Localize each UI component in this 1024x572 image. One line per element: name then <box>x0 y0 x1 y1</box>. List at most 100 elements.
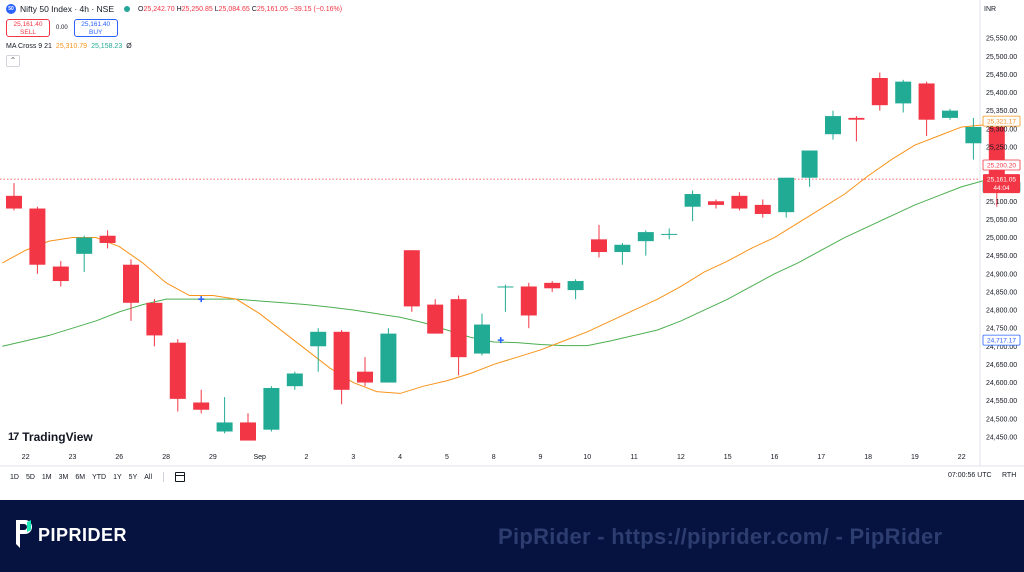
candle-body <box>591 239 607 253</box>
y-tick-label: 25,050.00 <box>986 217 1017 224</box>
range-5y[interactable]: 5Y <box>128 473 138 481</box>
candle-body <box>965 126 982 144</box>
currency-label[interactable]: INR <box>984 6 997 13</box>
x-tick-label: 22 <box>958 454 966 461</box>
candle-body <box>263 387 280 430</box>
range-toolbar: 1D 5D 1M 3M 6M YTD 1Y 5Y All <box>10 472 186 482</box>
candle-body <box>567 281 584 291</box>
y-tick-label: 24,600.00 <box>986 380 1017 387</box>
trade-buttons: 25,161.40 SELL 0.00 25,161.40 BUY <box>6 19 118 37</box>
candle-body <box>942 110 958 118</box>
x-tick-label: 3 <box>351 454 355 461</box>
candle-body <box>497 286 514 288</box>
pending-price-label: 25,200.20 <box>987 163 1016 170</box>
candles <box>6 72 1005 441</box>
candle-body <box>123 264 139 303</box>
ma-fast-price-label: 25,321.17 <box>987 119 1016 126</box>
piprider-logo-icon <box>16 520 32 548</box>
moving-averages <box>0 124 1009 394</box>
candle-body <box>754 204 771 214</box>
change-value: −39.15 (−0.16%) <box>289 5 343 13</box>
x-tick-label: 22 <box>22 454 30 461</box>
sell-button[interactable]: 25,161.40 SELL <box>6 19 50 37</box>
y-tick-label: 25,350.00 <box>986 108 1017 115</box>
clock-readout[interactable]: 07:00:56 UTC <box>948 472 992 479</box>
last-price-label-box <box>983 174 1020 194</box>
crosshair-price-label-box <box>982 334 1021 346</box>
x-tick-label: 9 <box>539 454 543 461</box>
crosshair-price-label: 24,717.17 <box>987 338 1016 345</box>
market-status-icon <box>124 6 131 12</box>
ma-cross-marker <box>497 337 504 344</box>
banner-watermark: PipRider - https://piprider.com/ - PipRi… <box>498 524 943 549</box>
candle-body <box>333 331 350 390</box>
x-tick-label: 11 <box>630 454 637 461</box>
candle-body <box>848 117 865 120</box>
x-tick-label: 2 <box>305 454 309 461</box>
range-5d[interactable]: 5D <box>25 473 35 481</box>
candle-body <box>403 250 420 307</box>
candle-body <box>169 342 186 399</box>
candle-body <box>520 286 537 316</box>
candle-body <box>731 195 748 209</box>
candle-body <box>146 302 163 336</box>
indicator-extra: Ø <box>126 43 132 50</box>
candle-body <box>661 233 678 235</box>
bar-countdown-label: 44:04 <box>993 185 1010 192</box>
ma-fast-price-label-box <box>982 115 1021 127</box>
candle-body <box>240 422 256 441</box>
y-tick-labels: 24,450.00 24,500.00 24,550.00 24,600.00 24,6… <box>986 36 1017 442</box>
candle-body <box>427 304 444 334</box>
range-all[interactable]: All <box>144 473 153 481</box>
pending-price-label-box <box>982 159 1021 171</box>
session-toggle[interactable]: RTH <box>1002 472 1017 479</box>
y-tick-label: 25,400.00 <box>986 90 1017 97</box>
x-tick-label: 16 <box>771 454 779 461</box>
price-labels: 25,321.1725,200.2024,717.1725,140.6225,1… <box>982 115 1021 346</box>
indicator-legend[interactable]: MA Cross 9 21 25,310.79 25,158.23 Ø <box>6 43 132 50</box>
y-tick-label: 24,900.00 <box>986 271 1017 278</box>
y-tick-label: 24,450.00 <box>986 434 1017 441</box>
x-tick-label: 19 <box>911 454 919 461</box>
candle-body <box>825 116 841 135</box>
candle-body <box>6 195 22 209</box>
ma-cross-marker <box>198 296 205 303</box>
chart-area[interactable]: 24,450.00 24,500.00 24,550.00 24,600.00 24,6… <box>0 0 1024 500</box>
buy-button[interactable]: 25,161.40 BUY <box>73 19 118 37</box>
y-tick-label: 24,500.00 <box>986 416 1017 423</box>
x-tick-label: 8 <box>492 454 496 461</box>
x-tick-label: 23 <box>69 454 77 461</box>
symbol-title[interactable]: Nifty 50 Index · 4h · NSE <box>20 4 115 14</box>
x-tick-label: 28 <box>162 454 170 461</box>
last-price-label: 25,161.05 <box>987 177 1016 184</box>
candle-body <box>871 78 888 106</box>
ma-fast-value: 25,310.79 <box>55 43 88 50</box>
y-tick-label: 25,300.00 <box>986 126 1017 133</box>
calendar-icon[interactable] <box>175 472 186 482</box>
x-tick-labels: 22 23 26 28 29 Sep 2 3 4 5 8 9 10 11 12 15 16 17 18 19 22 <box>22 454 966 461</box>
candle-body <box>52 266 69 282</box>
candle-body <box>216 422 233 432</box>
ohlc-readout: O25,242.70 H25,250.85 L25,084.65 C25,161… <box>138 5 343 13</box>
ma-slow-value: 25,158.23 <box>91 43 123 50</box>
indicator-name: MA Cross 9 21 <box>6 43 52 50</box>
candlestick-chart[interactable]: 24,450.00 24,500.00 24,550.00 24,600.00 24,6… <box>0 0 1024 500</box>
candle-body <box>474 324 490 354</box>
collapse-legend-button[interactable]: ⌃ <box>6 55 20 67</box>
symbol-logo: 50 <box>6 4 16 14</box>
y-tick-label: 25,100.00 <box>986 199 1017 206</box>
range-6m[interactable]: 6M <box>75 473 86 481</box>
range-ytd[interactable]: YTD <box>92 473 107 481</box>
y-tick-label: 24,950.00 <box>986 253 1017 260</box>
x-tick-label: 15 <box>724 454 732 461</box>
y-tick-label: 25,000.00 <box>986 235 1017 242</box>
y-tick-label: 24,650.00 <box>986 362 1017 369</box>
candle-body <box>450 299 467 358</box>
range-3m[interactable]: 3M <box>58 473 69 481</box>
range-1m[interactable]: 1M <box>41 473 52 481</box>
candle-body <box>988 126 1005 180</box>
y-tick-label: 25,450.00 <box>986 72 1017 79</box>
range-1y[interactable]: 1Y <box>113 473 122 481</box>
range-1d[interactable]: 1D <box>10 473 19 481</box>
symbol-header: 50 Nifty 50 Index · 4h · NSE O25,242.70 … <box>6 4 342 14</box>
